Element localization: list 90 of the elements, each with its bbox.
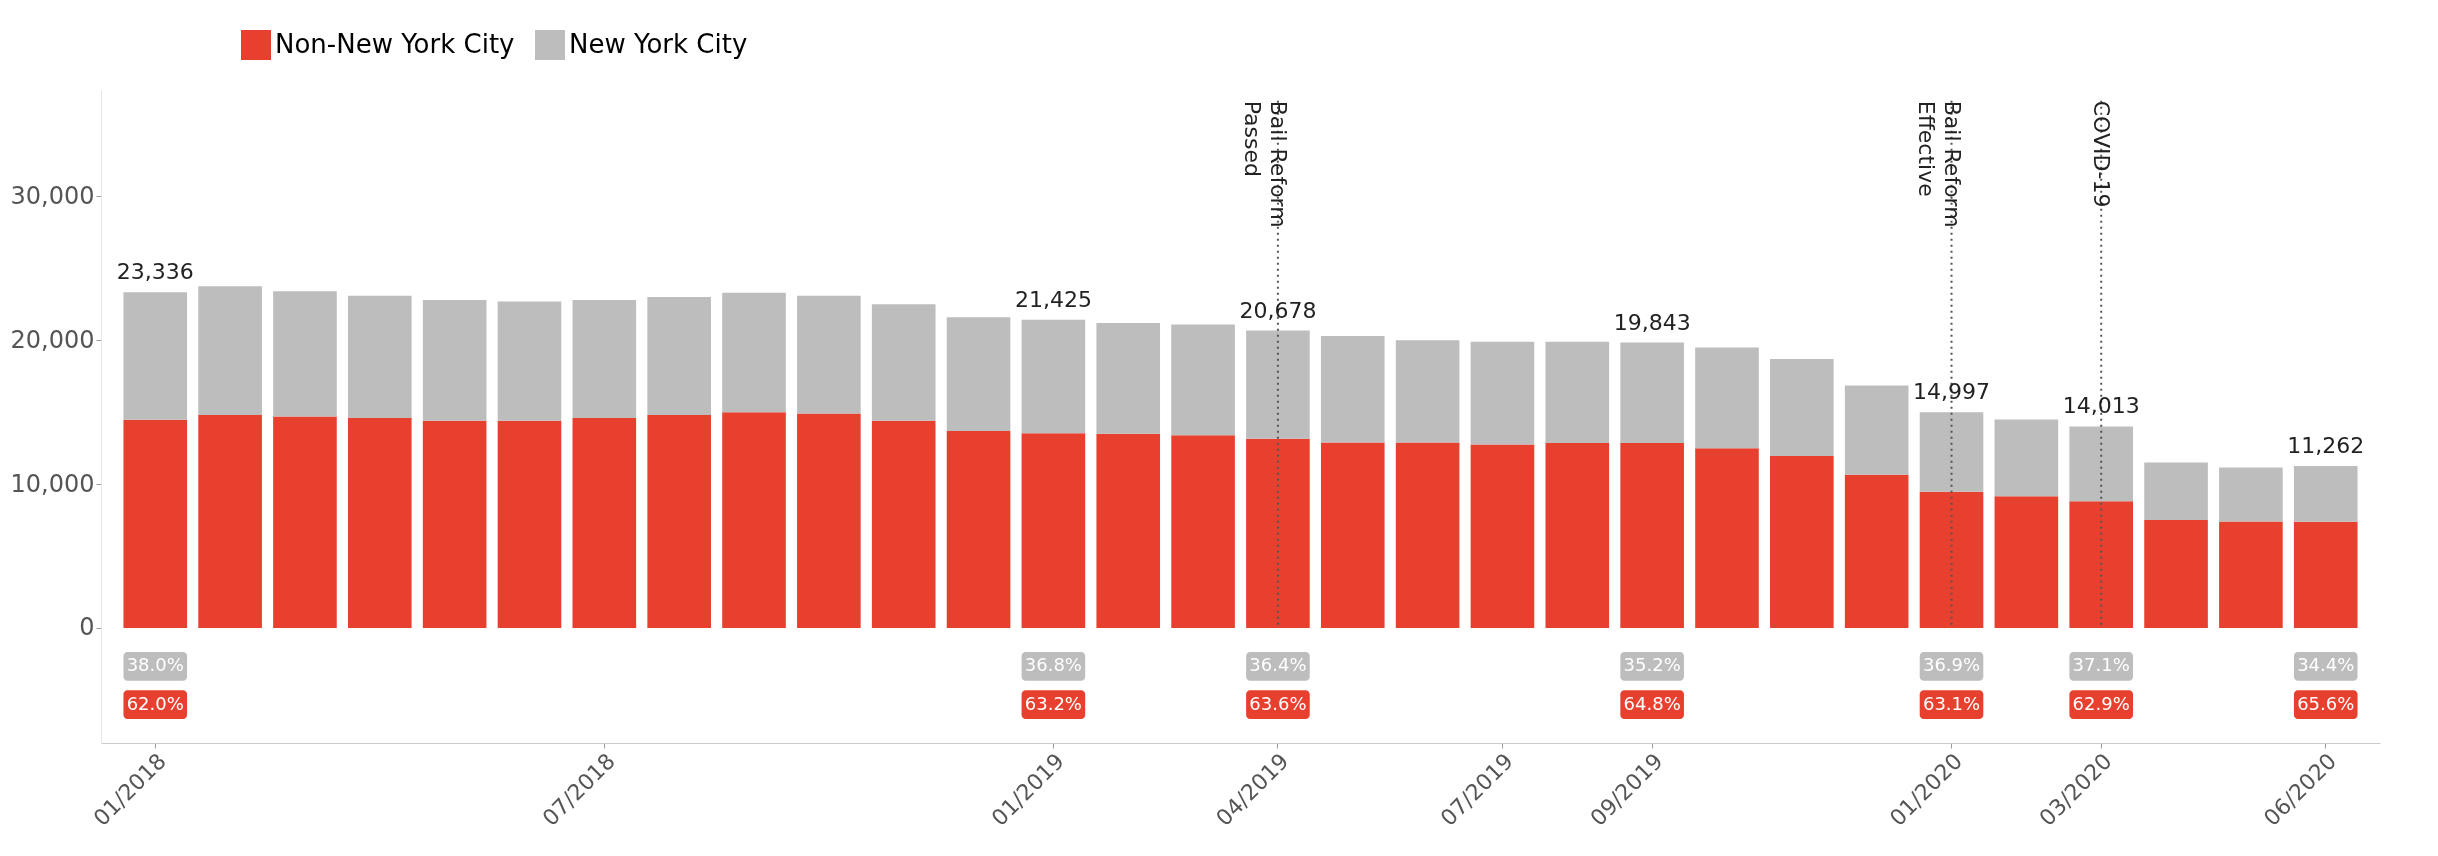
bar (1470, 341, 1535, 445)
bar (198, 415, 262, 628)
annotation: 36.4% (1249, 654, 1307, 676)
annotation: 64.8% (1623, 692, 1681, 714)
annotation: 62.9% (2072, 692, 2130, 714)
bar (946, 430, 1011, 628)
bar (273, 416, 337, 628)
total-label: 14,013 (2062, 393, 2140, 419)
bar (946, 317, 1011, 431)
y-tick-label: 10,000 (10, 469, 95, 498)
bar (422, 420, 487, 628)
ref-line-label: Bail Reform Effective (1913, 100, 1965, 228)
annotation: 34.4% (2297, 654, 2355, 676)
bar (2219, 521, 2283, 628)
bar (1919, 412, 1984, 492)
bar (1246, 438, 1310, 628)
bar (1320, 442, 1385, 628)
annotation: 35.2% (1623, 654, 1681, 676)
bar (1395, 442, 1460, 628)
bar (1695, 448, 1759, 628)
bar (2219, 467, 2283, 522)
bar (871, 420, 936, 628)
bar (2144, 520, 2208, 628)
total-label: 19,843 (1613, 309, 1691, 335)
y-tick-label: 0 (79, 613, 95, 642)
bar (1620, 442, 1684, 628)
bar (422, 300, 487, 421)
bar (123, 419, 188, 628)
bar (2069, 501, 2134, 628)
bar (722, 412, 786, 628)
bar (572, 300, 637, 418)
annotation: 63.1% (1922, 692, 1981, 714)
bar (198, 286, 262, 416)
bar (1021, 319, 1086, 434)
bar (497, 420, 562, 628)
bar (1770, 358, 1834, 457)
annotation: 36.9% (1922, 654, 1981, 676)
bar (1844, 474, 1909, 628)
bar (797, 295, 861, 414)
bar (2293, 465, 2358, 522)
bar (1994, 496, 2059, 628)
bar (1695, 347, 1759, 449)
bar (347, 295, 412, 418)
annotation: 62.0% (126, 692, 184, 714)
bar (1545, 443, 1610, 628)
bar (1320, 335, 1385, 443)
ref-line-label: Bail Reform Passed (1239, 100, 1291, 228)
legend-label: New York City (569, 29, 748, 59)
total-label: 20,678 (1239, 297, 1317, 323)
bar (1994, 419, 2059, 497)
bar (1919, 491, 1984, 628)
bar (1171, 435, 1235, 628)
annotation: 63.6% (1249, 692, 1307, 714)
bar (1171, 324, 1235, 436)
bar (1620, 342, 1684, 443)
bar (1246, 330, 1310, 439)
bar (871, 304, 936, 421)
bar (2144, 462, 2208, 521)
bar (797, 413, 861, 628)
bar (347, 417, 412, 628)
bar (1096, 323, 1161, 434)
bar (2293, 521, 2358, 628)
bar (1470, 444, 1535, 628)
annotation: 36.8% (1024, 654, 1082, 676)
bar (1096, 433, 1161, 628)
annotation: 63.2% (1024, 692, 1082, 714)
bar (1844, 385, 1909, 475)
total-label: 11,262 (2287, 432, 2365, 458)
annotation: 65.6% (2297, 692, 2355, 714)
bar (1545, 341, 1610, 444)
ref-line-label: COVID-19 (2089, 100, 2115, 208)
total-label: 23,336 (116, 259, 194, 285)
total-label: 14,997 (1913, 379, 1991, 405)
y-tick-label: 20,000 (10, 325, 95, 354)
bar (2069, 426, 2134, 502)
annotation: 38.0% (126, 654, 184, 676)
bar (647, 415, 711, 628)
bar (1395, 340, 1460, 443)
bar (572, 417, 637, 628)
bar (1021, 433, 1086, 628)
bar (273, 291, 337, 417)
legend-label: Non-New York City (275, 29, 515, 59)
bar (123, 292, 188, 420)
bar (1770, 456, 1834, 628)
y-tick-label: 30,000 (10, 181, 95, 210)
bar (722, 292, 786, 413)
bar (497, 301, 562, 421)
annotation: 37.1% (2072, 654, 2130, 676)
total-label: 21,425 (1014, 286, 1092, 312)
bar (647, 297, 711, 416)
